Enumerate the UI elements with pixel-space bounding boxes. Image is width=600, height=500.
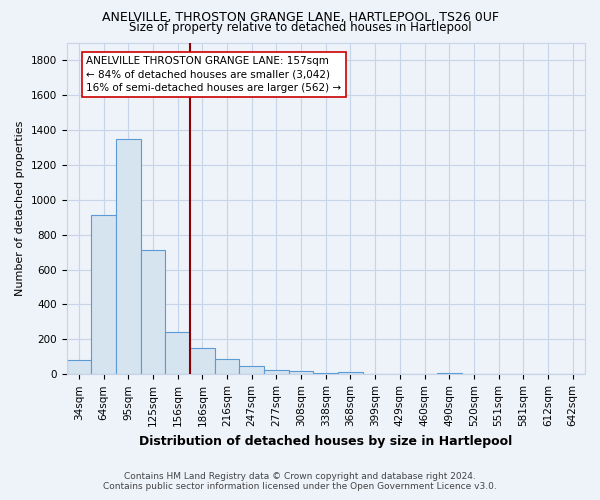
Bar — [190, 348, 215, 374]
Text: ANELVILLE THROSTON GRANGE LANE: 157sqm
← 84% of detached houses are smaller (3,0: ANELVILLE THROSTON GRANGE LANE: 157sqm ←… — [86, 56, 341, 93]
Y-axis label: Number of detached properties: Number of detached properties — [15, 120, 25, 296]
Bar — [289, 371, 313, 374]
X-axis label: Distribution of detached houses by size in Hartlepool: Distribution of detached houses by size … — [139, 434, 512, 448]
Bar — [338, 372, 363, 374]
Bar — [165, 332, 190, 374]
Bar — [215, 360, 239, 374]
Bar — [67, 360, 91, 374]
Bar — [264, 370, 289, 374]
Bar — [437, 372, 461, 374]
Text: ANELVILLE, THROSTON GRANGE LANE, HARTLEPOOL, TS26 0UF: ANELVILLE, THROSTON GRANGE LANE, HARTLEP… — [101, 11, 499, 24]
Bar — [239, 366, 264, 374]
Text: Contains HM Land Registry data © Crown copyright and database right 2024.
Contai: Contains HM Land Registry data © Crown c… — [103, 472, 497, 491]
Bar — [91, 216, 116, 374]
Bar — [313, 372, 338, 374]
Text: Size of property relative to detached houses in Hartlepool: Size of property relative to detached ho… — [128, 21, 472, 34]
Bar — [140, 250, 165, 374]
Bar — [116, 138, 140, 374]
